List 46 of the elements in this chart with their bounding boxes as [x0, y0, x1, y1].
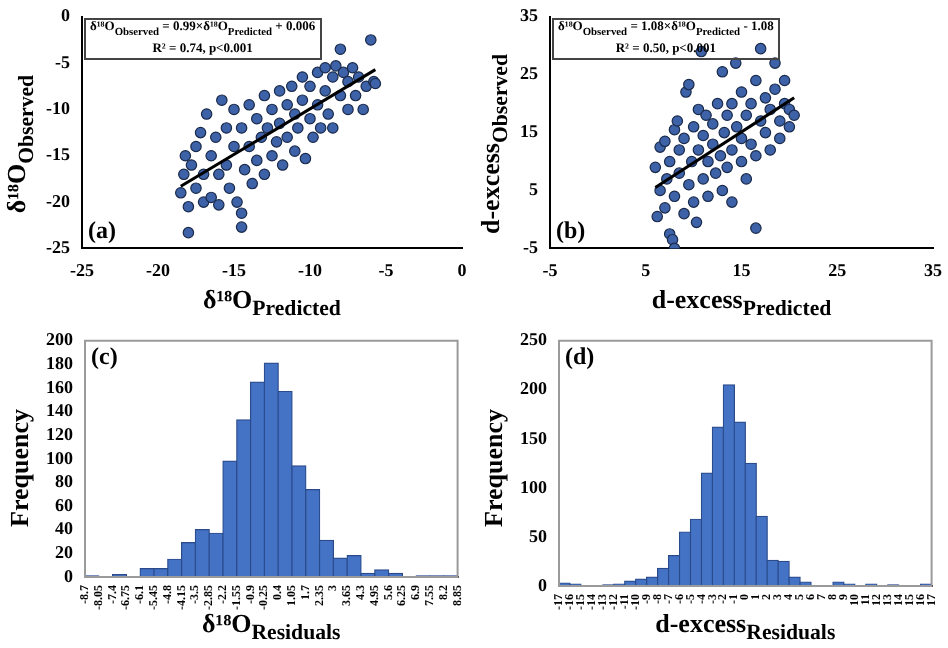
y-tick-label: 180: [46, 353, 74, 374]
y-tick-label: 60: [55, 494, 74, 515]
x-tick-label: -20: [146, 259, 171, 280]
y-tick-label: 5: [529, 179, 539, 200]
y-tick-label: 35: [520, 5, 539, 26]
y-tick-label: 120: [46, 423, 74, 444]
x-tick-label: 5: [641, 259, 652, 280]
y-tick-label: -15: [45, 144, 71, 165]
x-tick-label: -15: [222, 259, 247, 280]
y-tick-label: 150: [520, 427, 548, 448]
x-axis-title: d-excess$_{Residuals}$: [655, 608, 836, 646]
y-tick-label: 100: [520, 476, 548, 497]
x-tick-label: 15: [732, 259, 752, 280]
y-axis-title: Frequency: [4, 409, 36, 527]
y-tick-label: 200: [520, 378, 548, 399]
y-tick-label: 25: [520, 63, 539, 84]
y-tick-label: -10: [45, 98, 71, 119]
y-tick-label: 15: [520, 121, 539, 142]
y-tick-label: 80: [55, 471, 74, 492]
x-tick-label: 25: [828, 259, 848, 280]
y-tick-label: 160: [46, 376, 74, 397]
annotation: (d): [565, 342, 595, 373]
y-tick-label: 40: [55, 518, 74, 539]
y-tick-label: 200: [46, 329, 74, 350]
annotation: (a): [87, 216, 116, 247]
x-axis-title: δ¹⁸O$_{Predicted}$: [203, 284, 341, 322]
y-tick-label: -20: [45, 190, 71, 211]
annotation: (c): [91, 342, 118, 373]
y-tick-label: -25: [45, 237, 71, 258]
y-tick-label: 250: [520, 329, 548, 350]
x-tick-label: -10: [298, 259, 323, 280]
x-tick-label: 0: [457, 259, 468, 280]
y-tick-label: -5: [54, 51, 71, 72]
y-tick-label: 50: [529, 525, 548, 546]
y-axis-title: Frequency: [478, 409, 510, 527]
y-tick-label: 100: [46, 447, 74, 468]
y-tick-label: -5: [523, 237, 539, 258]
annotation: (b): [556, 216, 586, 247]
y-tick-label: 0: [60, 5, 71, 26]
x-axis-title: δ¹⁸O$_{Residuals}$: [202, 608, 341, 646]
x-tick-label: 35: [924, 259, 943, 280]
x-axis-title: d-excess$_{Predicted}$: [651, 284, 832, 322]
y-tick-label: 20: [55, 542, 74, 563]
x-tick-label: -5: [378, 259, 395, 280]
y-tick-label: 140: [46, 400, 74, 421]
y-tick-label: 0: [64, 565, 74, 586]
